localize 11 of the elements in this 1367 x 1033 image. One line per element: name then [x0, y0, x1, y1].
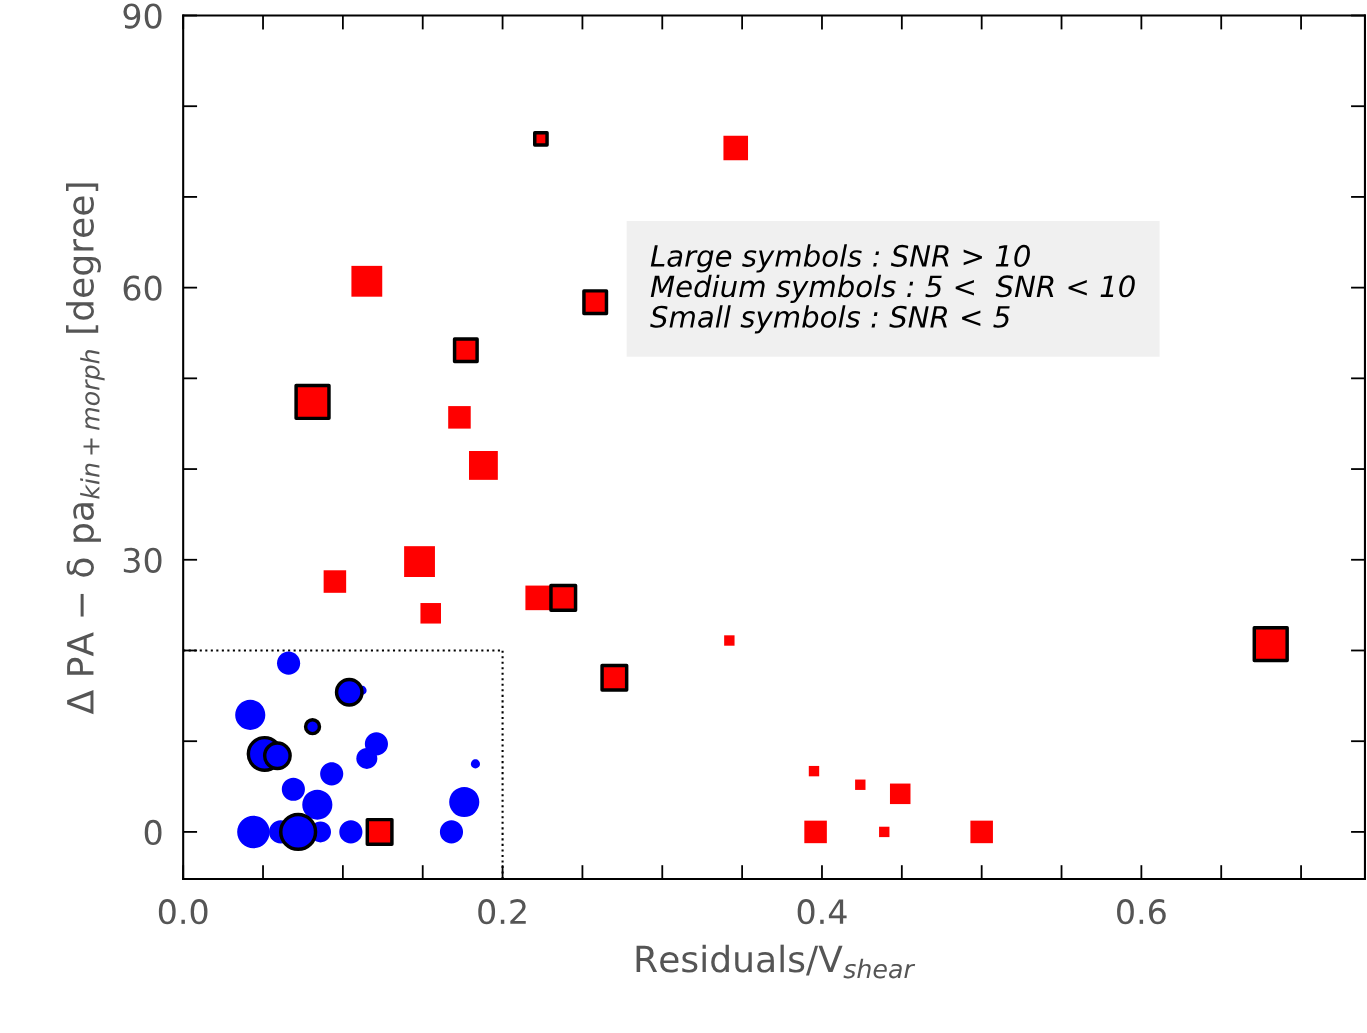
y-tick-label: 60 — [123, 275, 162, 301]
x-tick-label: 0.0 — [158, 899, 208, 925]
y-axis-title: Δ PA − δ pa$_{kin+morph}$ [degree] — [66, 183, 105, 715]
annotation: Large symbols : SNR > 10 Medium symbols : 5 < SNR < 10 Small symbols : SNR < 5 — [650, 244, 1135, 334]
y-tick-label: 30 — [123, 547, 162, 573]
y-tick-label: 0 — [144, 819, 162, 846]
x-tick-label: 0.4 — [797, 899, 847, 925]
x-axis-title: Residuals/V$_{shear}$ — [636, 944, 916, 979]
x-tick-label: 0.6 — [1117, 899, 1166, 925]
y-tick-label: 90 — [123, 3, 162, 29]
x-tick-label: 0.2 — [478, 899, 526, 925]
